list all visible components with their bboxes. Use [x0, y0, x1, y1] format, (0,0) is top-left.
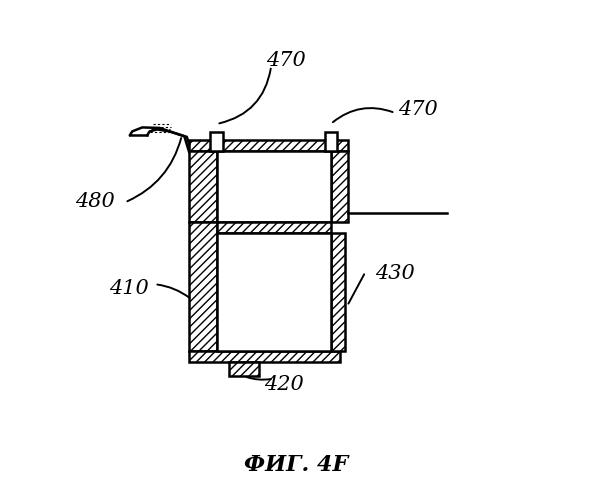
Text: 420: 420: [263, 375, 304, 394]
Polygon shape: [189, 140, 348, 151]
Polygon shape: [217, 222, 331, 233]
Text: 410: 410: [109, 279, 149, 298]
Text: ФИГ. 4F: ФИГ. 4F: [244, 455, 348, 477]
Text: 480: 480: [75, 192, 115, 211]
Polygon shape: [229, 362, 259, 376]
Polygon shape: [189, 222, 217, 351]
Text: 470: 470: [398, 100, 437, 119]
Text: 430: 430: [375, 264, 415, 283]
Polygon shape: [189, 151, 217, 222]
Polygon shape: [331, 151, 348, 222]
Polygon shape: [324, 132, 337, 151]
Polygon shape: [217, 233, 331, 351]
Text: 470: 470: [266, 51, 306, 70]
Polygon shape: [189, 351, 340, 362]
Polygon shape: [210, 132, 223, 151]
Polygon shape: [217, 151, 331, 222]
Polygon shape: [331, 233, 345, 351]
